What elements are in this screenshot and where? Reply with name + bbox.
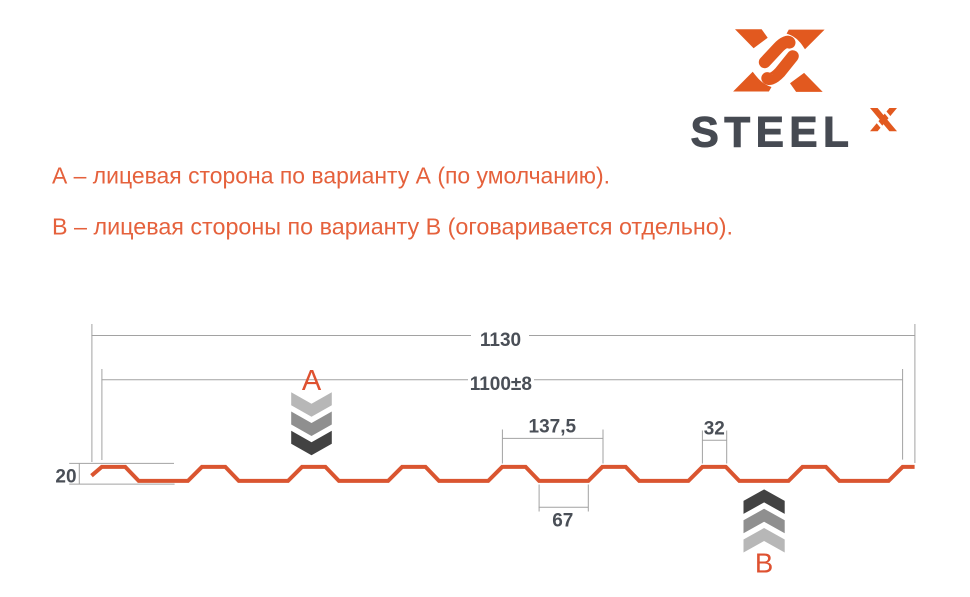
svg-text:20: 20 (55, 467, 76, 488)
svg-text:137,5: 137,5 (529, 417, 577, 438)
svg-text:67: 67 (552, 511, 573, 532)
svg-text:А: А (302, 365, 322, 397)
svg-text:В – лицевая стороны по вариант: В – лицевая стороны по варианту В (огова… (52, 214, 733, 240)
svg-text:А – лицевая сторона по вариант: А – лицевая сторона по варианту А (по ум… (52, 163, 610, 189)
svg-text:1130: 1130 (480, 330, 521, 351)
svg-text:В: В (755, 547, 773, 578)
svg-text:32: 32 (704, 418, 725, 439)
svg-text:1100±8: 1100±8 (470, 374, 532, 395)
svg-text:STEEL: STEEL (691, 109, 850, 156)
